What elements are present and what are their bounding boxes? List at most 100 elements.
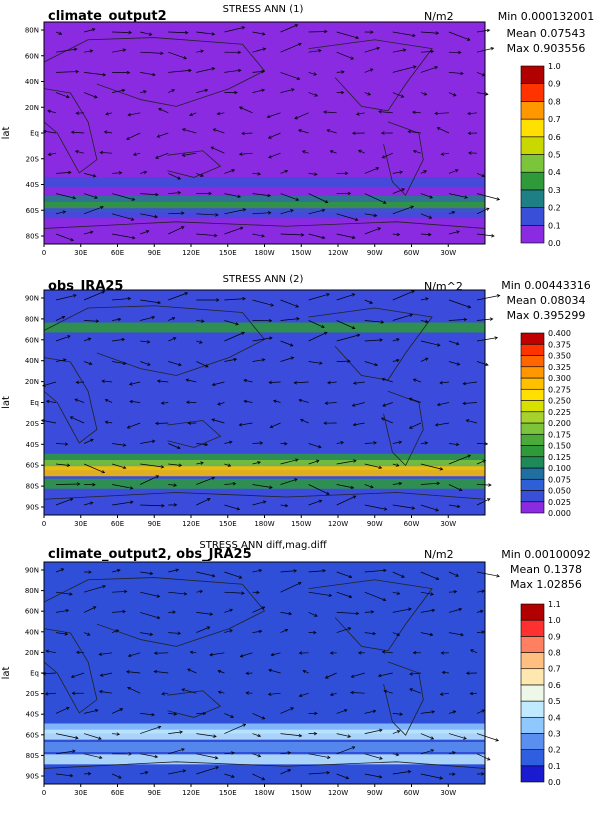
colorbar-label: 0.4: [548, 713, 561, 722]
colorbar-swatch: [521, 717, 544, 733]
y-tick-label: 20N: [25, 649, 39, 657]
y-tick-label: 80S: [26, 233, 40, 241]
colorbar-label: 0.275: [548, 385, 571, 394]
y-tick-label: 90S: [26, 773, 40, 781]
stat-min: Min 0.00100092: [501, 548, 591, 561]
x-tick-label: 120E: [182, 249, 200, 257]
y-tick-label: Eq: [30, 399, 39, 407]
x-tick-label: 90W: [367, 249, 383, 257]
map-band: [44, 479, 485, 489]
y-tick-label: 60S: [26, 462, 40, 470]
colorbar-swatch: [521, 101, 544, 119]
colorbar-swatch: [521, 434, 544, 445]
colorbar-swatch: [521, 412, 544, 423]
y-tick-label: 80N: [25, 27, 39, 35]
x-tick-label: 90E: [148, 789, 161, 797]
colorbar-label: 0.250: [548, 397, 571, 406]
x-tick-label: 150E: [219, 789, 237, 797]
stat-min: Min 0.00443316: [501, 279, 591, 292]
map-band: [44, 323, 485, 333]
y-tick-label: 90N: [25, 295, 39, 303]
x-tick-label: 0: [42, 789, 46, 797]
x-tick-label: 150E: [219, 520, 237, 528]
x-tick-label: 30E: [74, 789, 87, 797]
panel-units: N/m2: [424, 10, 454, 23]
x-tick-label: 60W: [404, 249, 420, 257]
colorbar-swatch: [521, 733, 544, 749]
y-axis-label: lat: [1, 667, 12, 680]
x-tick-label: 30W: [440, 520, 456, 528]
x-tick-label: 90W: [367, 520, 383, 528]
map-band: [44, 754, 485, 764]
x-tick-label: 120W: [328, 789, 348, 797]
stat-max: Max 0.395299: [507, 309, 586, 322]
colorbar-label: 0.400: [548, 329, 571, 338]
x-tick-label: 60E: [111, 789, 124, 797]
colorbar-label: 0.200: [548, 419, 571, 428]
colorbar-label: 0.3: [548, 186, 561, 195]
x-tick-label: 60W: [404, 520, 420, 528]
x-tick-label: 150E: [219, 249, 237, 257]
y-tick-label: 60S: [26, 207, 40, 215]
colorbar-swatch: [521, 685, 544, 701]
colorbar-label: 1.0: [548, 616, 561, 625]
colorbar: 0.0000.0250.0500.0750.1000.1250.1500.175…: [521, 329, 571, 518]
colorbar-label: 0.025: [548, 498, 571, 507]
colorbar-swatch: [521, 653, 544, 669]
colorbar-label: 0.225: [548, 408, 571, 417]
x-tick-label: 60E: [111, 249, 124, 257]
colorbar-swatch: [521, 502, 544, 513]
y-tick-label: 60N: [25, 52, 39, 60]
x-tick-label: 180W: [254, 520, 274, 528]
colorbar-label: 0.2: [548, 746, 561, 755]
colorbar-label: 0.6: [548, 681, 561, 690]
y-tick-label: 20S: [26, 690, 40, 698]
y-tick-label: 20S: [26, 420, 40, 428]
y-tick-label: 40S: [26, 441, 40, 449]
colorbar-label: 0.2: [548, 204, 561, 213]
colorbar-swatch: [521, 423, 544, 434]
x-tick-label: 120W: [328, 249, 348, 257]
colorbar-label: 0.000: [548, 509, 571, 518]
x-tick-label: 120E: [182, 520, 200, 528]
colorbar-swatch: [521, 172, 544, 190]
colorbar-swatch: [521, 333, 544, 344]
colorbar-swatch: [521, 137, 544, 155]
colorbar-swatch: [521, 620, 544, 636]
colorbar-swatch: [521, 701, 544, 717]
colorbar-label: 0.350: [548, 352, 571, 361]
colorbar-swatch: [521, 604, 544, 620]
map-band: [44, 177, 485, 187]
x-tick-label: 30E: [74, 249, 87, 257]
stat-mean: Mean 0.07543: [507, 27, 586, 40]
y-tick-label: 40S: [26, 181, 40, 189]
colorbar-label: 0.5: [548, 697, 561, 706]
colorbar-label: 0.1: [548, 221, 561, 230]
x-tick-label: 0: [42, 520, 46, 528]
y-tick-label: 40N: [25, 357, 39, 365]
y-tick-label: 20S: [26, 155, 40, 163]
y-tick-label: 40N: [25, 628, 39, 636]
stat-min: Min 0.000132001: [498, 10, 595, 23]
colorbar-swatch: [521, 389, 544, 400]
y-tick-label: 80N: [25, 315, 39, 323]
colorbar-swatch: [521, 119, 544, 137]
colorbar-label: 0.100: [548, 464, 571, 473]
colorbar-label: 0.6: [548, 133, 561, 142]
x-tick-label: 30E: [74, 520, 87, 528]
panel-title: STRESS ANN (2): [223, 274, 304, 285]
x-tick-label: 90E: [148, 520, 161, 528]
y-tick-label: 20N: [25, 104, 39, 112]
colorbar-swatch: [521, 401, 544, 412]
x-tick-label: 30W: [440, 249, 456, 257]
map-band: [44, 730, 485, 740]
colorbar-label: 0.4: [548, 168, 561, 177]
colorbar-label: 0.175: [548, 430, 571, 439]
colorbar-swatch: [521, 636, 544, 652]
x-tick-label: 180W: [254, 249, 274, 257]
colorbar-swatch: [521, 66, 544, 84]
colorbar-label: 0.075: [548, 475, 571, 484]
colorbar-swatch: [521, 766, 544, 782]
